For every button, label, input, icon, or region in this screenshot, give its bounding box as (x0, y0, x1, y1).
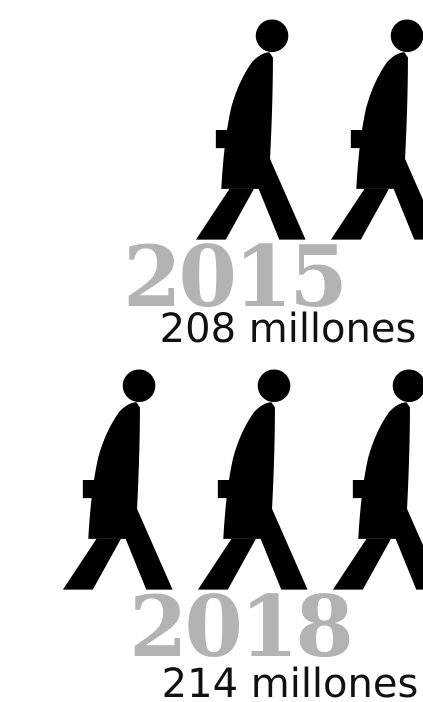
year-label-2015: 2015 (123, 227, 345, 326)
walking-person-icon (62, 369, 173, 590)
walking-person-icon (332, 369, 423, 590)
value-label-2015: 208 millones (160, 306, 417, 352)
walking-person-icon (195, 19, 306, 240)
value-label-2018: 214 millones (162, 661, 419, 702)
walking-person-icon (197, 369, 308, 590)
walking-person-icon (330, 19, 423, 240)
year-label-2018: 2018 (129, 577, 351, 676)
